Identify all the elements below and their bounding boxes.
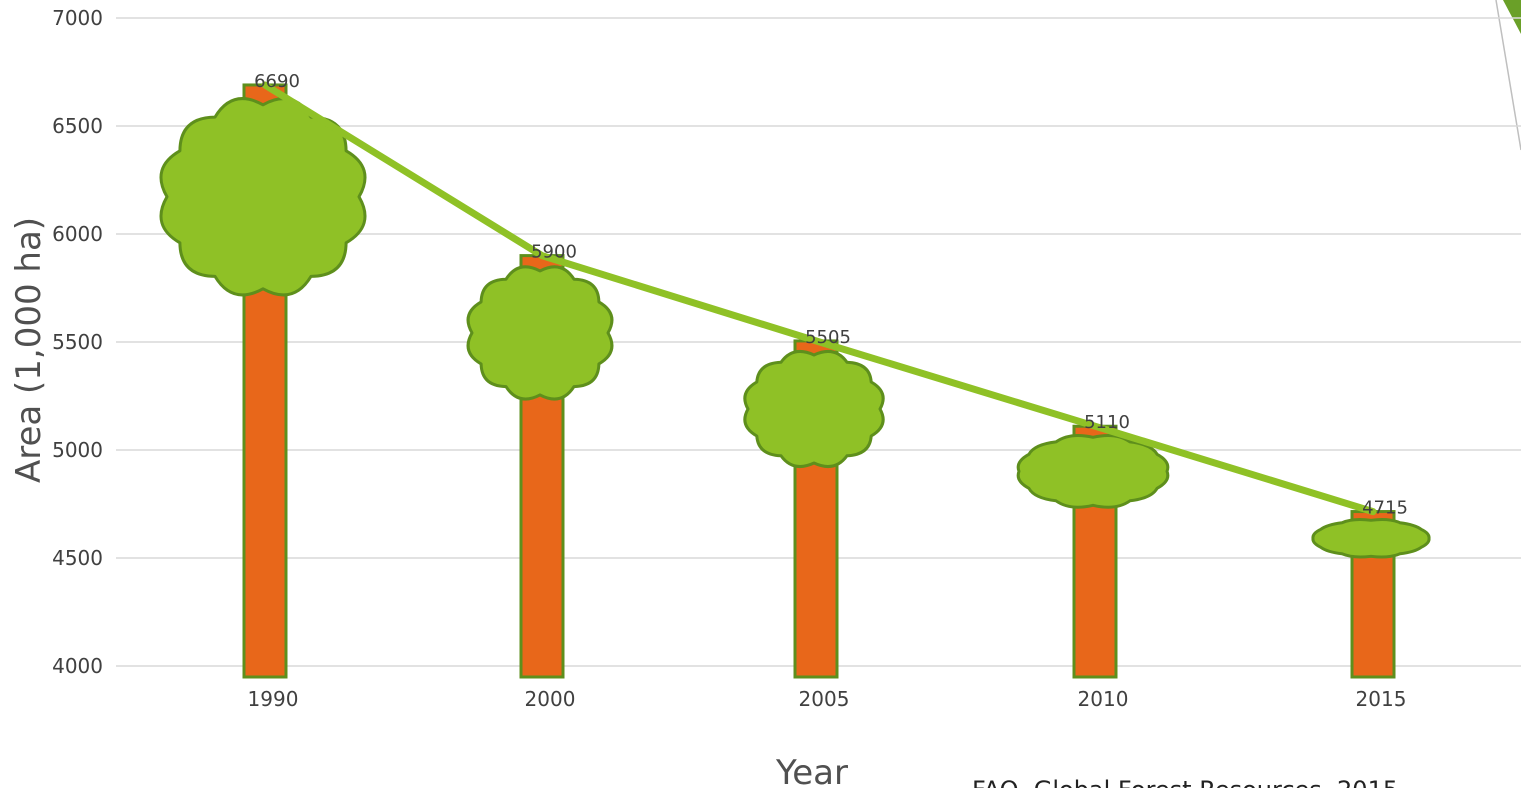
tree-crown — [466, 265, 614, 401]
data-label: 6690 — [254, 71, 300, 92]
y-tick-label: 5500 — [52, 330, 103, 354]
source-note: FAO, Global Forest Resources, 2015 — [972, 776, 1398, 788]
x-tick-label: 1990 — [248, 687, 299, 711]
tree-crown — [159, 97, 367, 297]
x-tick-label: 2000 — [525, 687, 576, 711]
tree-crown — [743, 349, 885, 469]
x-axis-title: Year — [775, 753, 848, 788]
tree-bar-2000 — [466, 254, 614, 679]
tree-bar-2015 — [1311, 510, 1431, 679]
data-label: 5900 — [531, 242, 577, 263]
x-tick-label: 2015 — [1356, 687, 1407, 711]
tree-bar-1990 — [159, 83, 367, 679]
y-tick-label: 6000 — [52, 222, 103, 246]
tree-bar-2010 — [1016, 424, 1170, 679]
y-axis-title: Area (1,000 ha) — [9, 217, 49, 483]
data-label: 5505 — [805, 327, 851, 348]
y-tick-label: 7000 — [52, 6, 103, 30]
y-tick-label: 6500 — [52, 114, 103, 138]
trend-line-path — [261, 81, 1377, 516]
corner-decoration — [1495, 0, 1521, 151]
y-tick-label: 4500 — [52, 546, 103, 570]
tree-bar-2005 — [743, 339, 885, 679]
x-tick-label: 2005 — [799, 687, 850, 711]
data-labels: 6690 5900 5505 5110 4715 — [254, 71, 1408, 519]
y-tick-label: 5000 — [52, 438, 103, 462]
x-axis-ticks: 1990 2000 2005 2010 2015 — [248, 687, 1407, 711]
y-tick-label: 4000 — [52, 654, 103, 678]
tree-crown — [1016, 433, 1170, 509]
tree-crown — [1311, 518, 1431, 559]
data-label: 4715 — [1362, 498, 1408, 519]
tree-bars — [159, 83, 1431, 679]
data-label: 5110 — [1084, 412, 1130, 433]
x-tick-label: 2010 — [1078, 687, 1129, 711]
y-axis-ticks: 4000 4500 5000 5500 6000 6500 7000 — [52, 6, 103, 678]
trend-line — [261, 81, 1377, 516]
